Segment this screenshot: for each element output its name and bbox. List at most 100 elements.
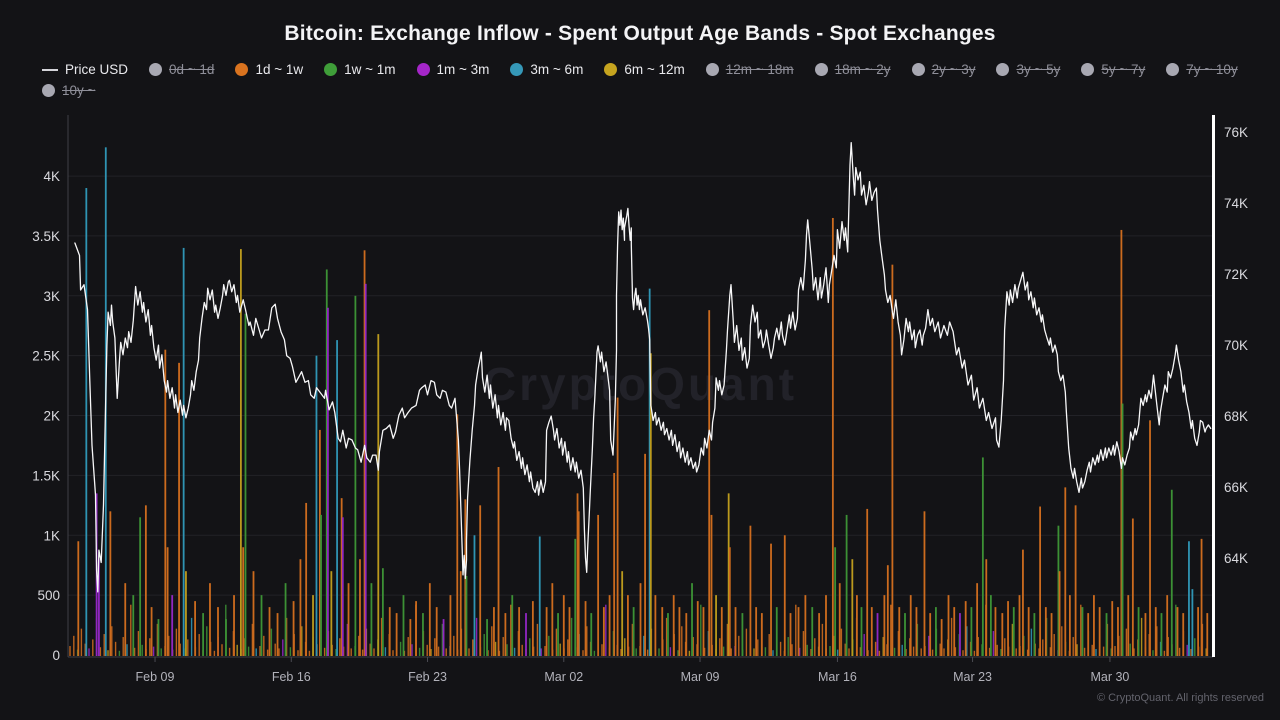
inflow-noise-bar [859, 647, 862, 656]
inflow-noise-bar [643, 635, 645, 656]
inflow-bar-1w1m [989, 595, 992, 656]
inflow-noise-bar [99, 647, 102, 656]
legend-item-18m-2y[interactable]: 18m ~ 2y [814, 62, 891, 77]
legend-item-label: 1d ~ 1w [255, 62, 304, 77]
legend-item-3m-6m[interactable]: 3m ~ 6m [510, 62, 583, 77]
inflow-bar-1d1w [415, 601, 417, 656]
inflow-noise-bar [149, 638, 151, 656]
inflow-bar-1w1m [860, 607, 863, 656]
inflow-bar-1d1w [504, 613, 507, 656]
watermark: CryptoQuant [483, 358, 797, 410]
inflow-bar-1w1m [1033, 613, 1036, 656]
inflow-bar-1d1w [409, 619, 412, 656]
inflow-bar-1m3m [525, 613, 527, 656]
inflow-bar-1m3m [341, 517, 344, 656]
legend-item-3y-5y[interactable]: 3y ~ 5y [996, 62, 1060, 77]
inflow-noise-bar [631, 623, 634, 656]
inflow-bar-1m3m [959, 613, 961, 656]
inflow-bar-1d1w [1182, 613, 1185, 656]
inflow-noise-bar [878, 650, 881, 656]
series-dot-icon [604, 63, 618, 76]
legend-item-2y-3y[interactable]: 2y ~ 3y [911, 62, 975, 77]
legend-item-label: 5y ~ 7y [1101, 62, 1146, 77]
inflow-noise-bar [278, 648, 280, 656]
inflow-noise-bar [848, 648, 850, 656]
inflow-bar-1d1w [1098, 607, 1101, 656]
inflow-bar-1d1w [1111, 601, 1114, 656]
y-left-tick-label: 1.5K [32, 468, 60, 483]
inflow-noise-bar [836, 649, 839, 656]
inflow-bar-1d1w [789, 613, 792, 656]
inflow-bar-1d1w [1127, 595, 1130, 656]
inflow-bar-1d1w [77, 541, 80, 656]
inflow-bar-1d1w [164, 349, 167, 656]
legend-item-0d-1d[interactable]: 0d ~ 1d [149, 62, 214, 77]
inflow-noise-bar [950, 617, 953, 656]
inflow-bar-1d1w [395, 613, 398, 656]
inflow-bar-1d1w [252, 571, 255, 656]
inflow-bar-1d1w [144, 505, 147, 656]
inflow-bar-1d1w [838, 583, 841, 656]
legend-item-6m-12m[interactable]: 6m ~ 12m [604, 62, 685, 77]
legend-item-price-usd[interactable]: Price USD [42, 62, 128, 77]
inflow-bar-1d1w [518, 607, 521, 656]
legend-item-1m-3m[interactable]: 1m ~ 3m [416, 62, 489, 77]
inflow-noise-bar [483, 634, 485, 656]
inflow-noise-bar [601, 644, 603, 656]
inflow-bar-6m12m [330, 571, 333, 656]
inflow-noise-bar [270, 628, 273, 656]
legend-item-5y-7y[interactable]: 5y ~ 7y [1081, 62, 1145, 77]
inflow-noise-bar [722, 646, 725, 656]
inflow-bar-1w1m [132, 595, 135, 656]
x-tick-label: Mar 09 [681, 670, 720, 684]
inflow-noise-bar [821, 623, 824, 656]
inflow-bar-1d1w [1197, 607, 1200, 656]
inflow-noise-bar [274, 643, 276, 656]
inflow-bar-1d1w [639, 583, 642, 656]
legend-item-1d-1w[interactable]: 1d ~ 1w [235, 62, 303, 77]
inflow-noise-bar [810, 649, 812, 656]
inflow-noise-bar [346, 623, 349, 656]
inflow-bar-1d1w [866, 508, 869, 656]
inflow-noise-bar [73, 635, 75, 656]
inflow-bar-1d1w [755, 607, 758, 656]
inflow-noise-bar [901, 644, 903, 656]
inflow-noise-bar [890, 604, 892, 656]
legend-item-12m-18m[interactable]: 12m ~ 18m [705, 62, 794, 77]
inflow-noise-bar [559, 643, 561, 656]
series-dot-icon [42, 84, 55, 97]
inflow-noise-bar [1004, 638, 1006, 656]
series-dot-icon [1166, 63, 1180, 76]
inflow-bar-1d1w [886, 565, 889, 656]
inflow-bar-1d1w [678, 607, 681, 656]
inflow-bar-1m3m [327, 307, 329, 656]
inflow-noise-bar [399, 641, 402, 656]
y-left-tick-label: 2.5K [32, 349, 60, 364]
inflow-bar-1d1w [720, 607, 723, 656]
series-dot-icon [324, 63, 338, 76]
legend-item-7y-10y[interactable]: 7y ~ 10y [1166, 62, 1238, 77]
inflow-noise-bar [931, 649, 934, 656]
inflow-bar-1w1m [1170, 489, 1173, 656]
inflow-noise-bar [1026, 649, 1029, 656]
inflow-noise-bar [84, 643, 86, 656]
inflow-noise-bar [912, 646, 915, 656]
legend-item-1w-1m[interactable]: 1w ~ 1m [324, 62, 396, 77]
inflow-bar-1d1w [1064, 487, 1067, 656]
inflow-noise-bar [521, 644, 523, 656]
inflow-noise-bar [681, 626, 683, 656]
legend-item-label: 12m ~ 18m [725, 62, 794, 77]
inflow-bar-1d1w [985, 559, 988, 656]
inflow-bar-1w1m [225, 619, 227, 656]
inflow-noise-bar [373, 648, 375, 656]
inflow-noise-bar [529, 638, 531, 656]
inflow-noise-bar [247, 646, 250, 656]
inflow-bar-6m12m [312, 595, 314, 656]
inflow-noise-bar [418, 647, 421, 656]
inflow-noise-bar [69, 646, 71, 656]
inflow-bar-1d1w [363, 250, 366, 657]
inflow-noise-bar [107, 650, 109, 656]
legend-item-10y[interactable]: 10y ~ [42, 83, 95, 98]
inflow-noise-bar [624, 638, 626, 656]
